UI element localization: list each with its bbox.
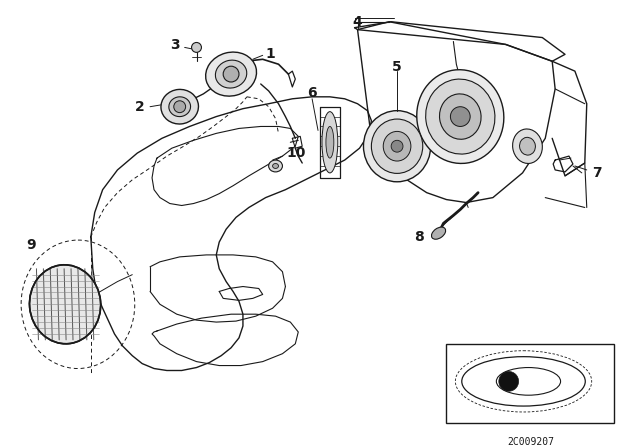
Text: 2C009207: 2C009207 [507, 437, 554, 447]
Ellipse shape [326, 126, 334, 158]
Circle shape [191, 43, 202, 52]
Text: 7: 7 [592, 166, 602, 180]
Circle shape [391, 140, 403, 152]
Ellipse shape [29, 265, 100, 344]
Circle shape [451, 107, 470, 126]
Ellipse shape [269, 160, 282, 172]
Text: 8: 8 [414, 230, 424, 244]
Text: 5: 5 [392, 60, 402, 74]
Text: 9: 9 [27, 238, 36, 252]
Circle shape [223, 66, 239, 82]
Circle shape [499, 371, 518, 391]
Ellipse shape [520, 138, 536, 155]
Ellipse shape [440, 94, 481, 139]
Ellipse shape [322, 112, 338, 173]
Text: 6: 6 [307, 86, 317, 100]
Ellipse shape [371, 119, 423, 173]
Ellipse shape [169, 97, 191, 116]
Circle shape [174, 101, 186, 112]
Text: 10: 10 [287, 146, 306, 160]
Ellipse shape [426, 79, 495, 154]
Ellipse shape [161, 90, 198, 124]
Ellipse shape [417, 70, 504, 164]
Ellipse shape [383, 131, 411, 161]
Text: 2: 2 [135, 100, 145, 114]
Ellipse shape [205, 52, 257, 96]
Bar [447, 344, 614, 423]
Ellipse shape [216, 60, 247, 88]
Text: 1: 1 [266, 47, 275, 61]
Text: 4: 4 [353, 15, 362, 29]
Ellipse shape [273, 164, 278, 168]
Text: 3: 3 [170, 39, 180, 52]
Ellipse shape [431, 227, 445, 239]
Ellipse shape [513, 129, 542, 164]
Ellipse shape [364, 111, 431, 182]
